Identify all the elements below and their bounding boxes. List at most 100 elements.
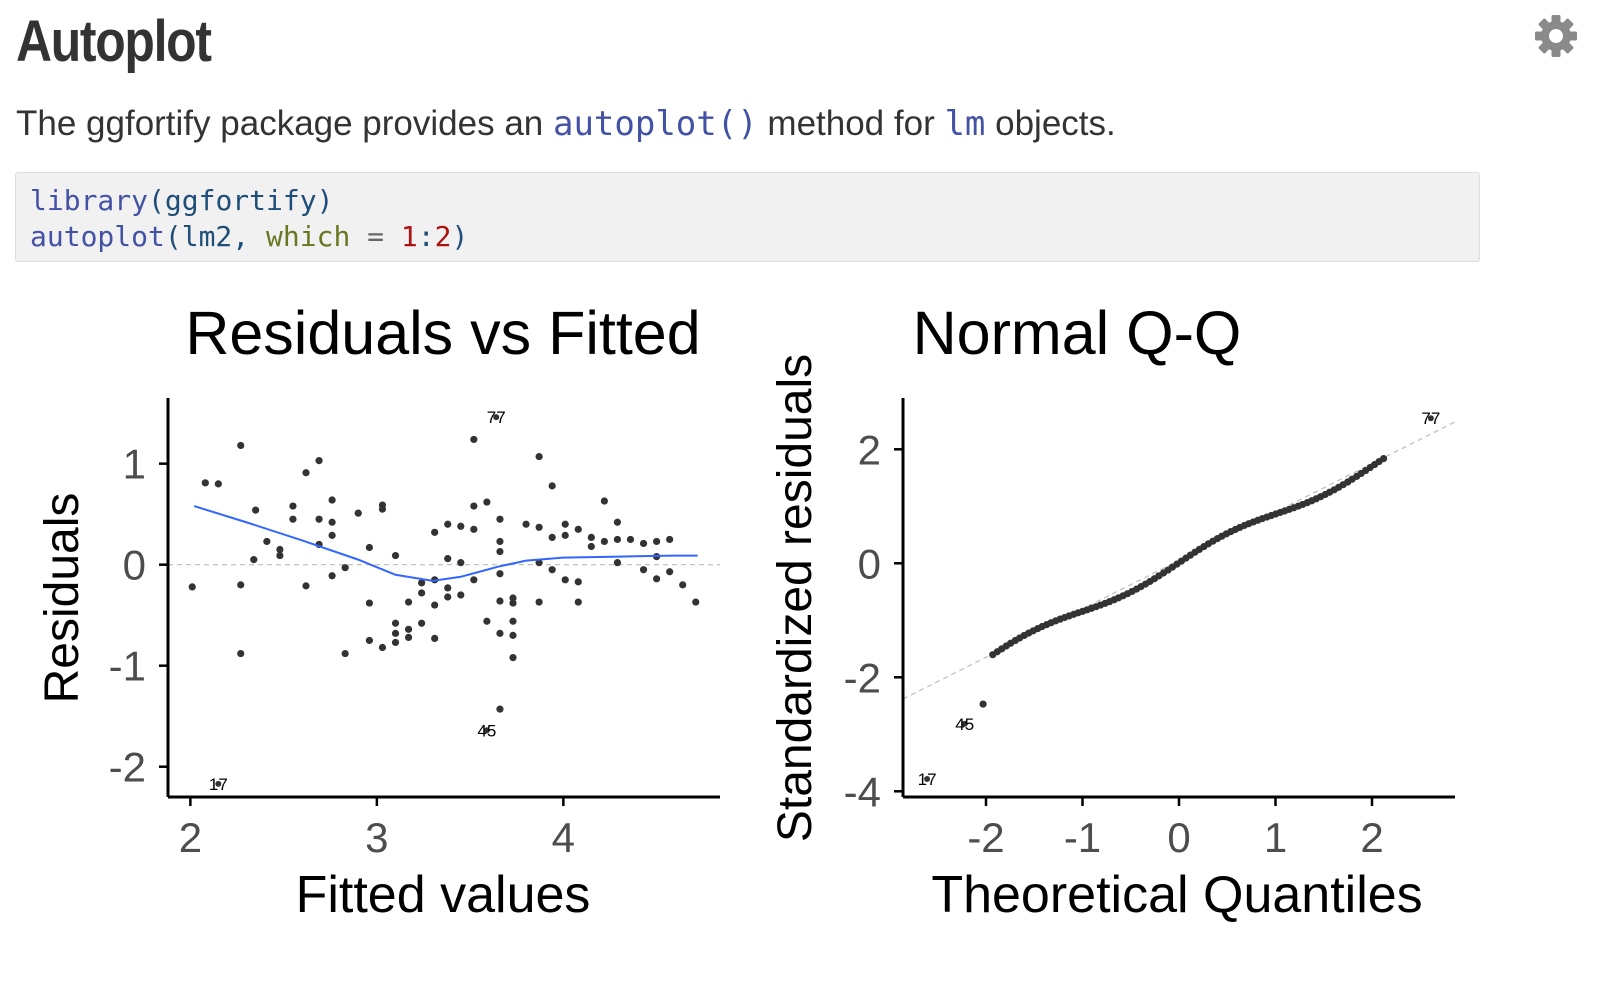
- data-point: [354, 509, 362, 517]
- data-point: [391, 619, 400, 627]
- data-point: [444, 593, 452, 601]
- data-point: [391, 551, 400, 560]
- intro-paragraph: The ggfortify package provides an autopl…: [16, 104, 1116, 144]
- data-point: [404, 598, 413, 606]
- residuals-vs-fitted-plot: 77 45 17 2 3 4 -2 -1 0 1 Residuals vs Fitted Fitted…: [36, 299, 720, 924]
- code-arg-which: which: [266, 220, 351, 253]
- data-point: [315, 515, 323, 523]
- y-tick-label: -4: [844, 768, 881, 815]
- x-axis-title: Fitted values: [296, 866, 591, 924]
- data-point: [587, 533, 595, 541]
- data-point: [302, 582, 310, 590]
- code-block[interactable]: library(ggfortify) autoplot(lm2, which =…: [15, 172, 1480, 262]
- code-number-1: 1: [400, 220, 418, 253]
- gear-icon[interactable]: [1534, 14, 1578, 58]
- chart-title: Normal Q-Q: [913, 299, 1242, 367]
- data-point: [652, 575, 661, 583]
- outlier-label: 77: [487, 408, 506, 427]
- data-point: [365, 599, 374, 607]
- data-point: [587, 542, 595, 551]
- data-point: [444, 555, 452, 563]
- outlier-point: [483, 727, 490, 734]
- data-point: [378, 505, 387, 513]
- data-point: [522, 520, 530, 528]
- data-point: [639, 539, 648, 548]
- code-args-1: (ggfortify): [148, 184, 334, 217]
- lm-code-link[interactable]: lm: [944, 104, 986, 144]
- y-tick-label: 2: [858, 426, 881, 473]
- data-point: [328, 518, 336, 526]
- outlier-label: 77: [1421, 409, 1440, 428]
- data-point: [470, 576, 478, 584]
- data-point: [509, 654, 517, 662]
- x-tick-label: -1: [1064, 814, 1101, 861]
- data-point: [535, 598, 543, 606]
- outlier-point: [924, 776, 931, 783]
- outlier-label: 45: [477, 721, 496, 740]
- data-point: [613, 518, 622, 526]
- intro-text-3: objects.: [985, 104, 1116, 143]
- x-tick-label: 0: [1167, 814, 1190, 861]
- data-point: [201, 479, 209, 487]
- data-point: [276, 551, 284, 560]
- outlier-label: 17: [209, 775, 228, 794]
- data-point: [470, 502, 478, 510]
- data-point: [509, 594, 517, 602]
- data-point: [418, 619, 426, 627]
- data-point: [600, 537, 608, 546]
- y-tick-label: 0: [858, 540, 881, 587]
- data-point: [391, 629, 400, 637]
- y-axis-title: Standardized residuals: [769, 354, 822, 842]
- data-point: [214, 480, 222, 488]
- intro-text-2: method for: [757, 104, 945, 143]
- data-point: [457, 522, 465, 530]
- data-point: [418, 589, 426, 597]
- data-point: [404, 625, 413, 633]
- code-line-2: autoplot(lm2, which = 1:2): [30, 219, 1465, 255]
- data-point: [574, 525, 582, 533]
- smooth-line: [193, 505, 698, 582]
- data-point: [535, 452, 543, 461]
- data-point: [237, 441, 245, 450]
- code-line-1: library(ggfortify): [30, 183, 1465, 219]
- y-tick-label: 1: [123, 441, 146, 488]
- data-point: [561, 576, 569, 584]
- data-point: [328, 496, 336, 504]
- data-point: [574, 578, 582, 586]
- autoplot-code-link[interactable]: autoplot(): [552, 104, 758, 144]
- data-point: [457, 591, 465, 599]
- data-point: [263, 537, 271, 546]
- data-point: [561, 531, 569, 539]
- code-number-2: 2: [434, 220, 452, 253]
- data-point: [483, 617, 491, 625]
- y-tick-label: 0: [123, 542, 146, 589]
- data-point: [289, 502, 297, 510]
- x-tick-label: 3: [365, 814, 388, 861]
- outlier-point: [215, 780, 222, 787]
- y-tick-label: -2: [109, 744, 146, 791]
- data-point: [418, 579, 426, 587]
- data-point: [188, 583, 196, 591]
- data-point: [431, 601, 439, 609]
- data-point: [328, 531, 336, 539]
- outlier-label: 17: [918, 770, 937, 789]
- data-point: [496, 597, 504, 605]
- data-point: [548, 533, 556, 541]
- data-point: [365, 543, 374, 552]
- data-point: [600, 497, 608, 505]
- data-point: [328, 572, 336, 580]
- data-point: [252, 506, 260, 514]
- data-point: [548, 566, 556, 574]
- data-point: [509, 599, 517, 607]
- data-point: [431, 634, 439, 643]
- data-point: [652, 537, 661, 546]
- x-tick-label: 2: [179, 814, 202, 861]
- data-point: [561, 520, 569, 528]
- data-point: [496, 629, 504, 637]
- y-tick-label: -1: [109, 643, 146, 690]
- chart-title: Residuals vs Fitted: [185, 299, 700, 367]
- data-point: [679, 581, 687, 589]
- data-point: [341, 649, 349, 658]
- outlier-label: 45: [955, 715, 974, 734]
- data-point: [431, 528, 439, 536]
